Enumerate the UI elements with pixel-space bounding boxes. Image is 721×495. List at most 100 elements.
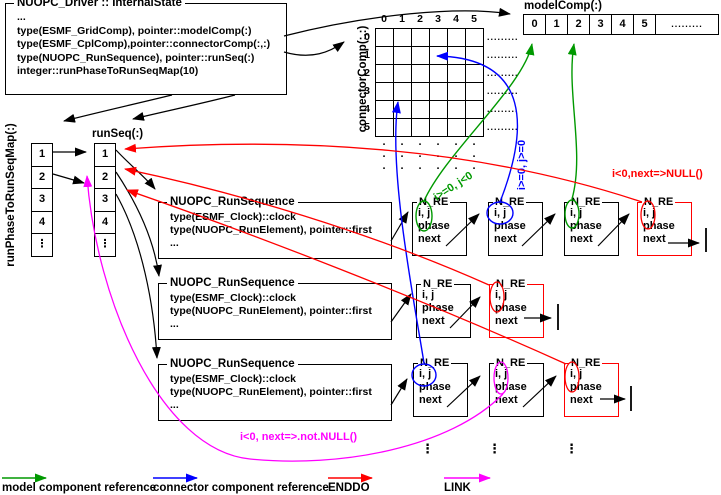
grid-continuation-dots: ...... — [375, 149, 483, 162]
nre-box-r3-3-enddo: N_RE i, j phase next — [564, 356, 619, 417]
model-comp-cell: ......... — [671, 19, 703, 29]
grid-col-header: 5 — [471, 13, 477, 25]
nre-ij: i, j — [494, 207, 507, 219]
map-cell: ⋮ — [36, 238, 48, 250]
run-sequence-title: NUOPC_RunSequence — [167, 276, 298, 291]
grid-row-dots: ......... — [487, 104, 519, 114]
grid-continuation-dots: ...... — [375, 136, 483, 150]
grid-row-dots: ......... — [487, 68, 519, 78]
model-comp-label: modelComp(:) — [524, 0, 602, 12]
first-arrow-row1 — [390, 211, 409, 242]
grid-col-header: 2 — [417, 13, 423, 25]
nre-continuation-ellipsis: ⋮ — [488, 441, 501, 456]
run-sequence-box-1: NUOPC_RunSequence type(ESMF_Clock)::cloc… — [158, 195, 392, 259]
run-sequence-box-3: NUOPC_RunSequence type(ESMF_Clock)::cloc… — [158, 357, 392, 421]
grid-dot: . — [418, 160, 422, 172]
run-sequence-line: type(ESMF_Clock)::clock — [170, 211, 297, 223]
nre-box-r1-1: N_RE i, j phase next — [412, 195, 467, 256]
model-comp-array: 0 1 2 3 4 5 ......... — [523, 14, 719, 35]
grid-dot: . — [436, 160, 440, 172]
nre-phase: phase — [418, 220, 450, 232]
grid-dot: . — [382, 136, 386, 148]
legend-connector-reference: connector component reference — [153, 482, 329, 494]
run-sequence-title: NUOPC_RunSequence — [167, 357, 298, 372]
grid-row-dots: ......... — [487, 122, 519, 132]
model-comp-cell: 1 — [546, 15, 568, 34]
driver-box-line: ... — [17, 11, 26, 23]
nre-next: next — [422, 315, 445, 327]
grid-row-header: 0 — [364, 31, 370, 43]
grid-row-header: 5 — [364, 121, 370, 133]
model-comp-cell: 3 — [590, 15, 612, 34]
nre-phase: phase — [570, 220, 602, 232]
nre-phase: phase — [494, 220, 526, 232]
map-cell: 4 — [32, 212, 52, 234]
enddo-arrows — [124, 143, 656, 393]
first-arrow-row3 — [390, 378, 408, 406]
grid-row-header: 4 — [364, 103, 370, 115]
nre-next: next — [418, 233, 441, 245]
run-sequence-line: type(NUOPC_RunElement), pointer::first — [170, 305, 372, 317]
nre-phase: phase — [422, 302, 454, 314]
legend-model-reference: model component reference — [2, 482, 157, 494]
nre-phase: phase — [495, 381, 527, 393]
run-sequence-line: type(NUOPC_RunElement), pointer::first — [170, 386, 372, 398]
model-comp-cell: 4 — [612, 15, 634, 34]
driver-box-title: NUOPC_Driver :: InternalState — [14, 0, 185, 11]
grid-row-header: 3 — [364, 85, 370, 97]
nre-continuation-ellipsis: ⋮ — [565, 441, 578, 456]
grid-col-header: 1 — [399, 13, 405, 25]
nre-box-r2-2-enddo: N_RE i, j phase next — [489, 277, 544, 338]
grid-col-header: 4 — [453, 13, 459, 25]
nre-ij: i, j — [570, 368, 583, 380]
map-cell: 1 — [32, 144, 52, 167]
grid-row-dots: ......... — [487, 50, 519, 60]
run-sequence-line: ... — [170, 237, 179, 249]
nre-next: next — [495, 394, 518, 406]
nre-box-r1-3: N_RE i, j phase next — [564, 195, 619, 256]
run-sequence-title: NUOPC_RunSequence — [167, 195, 298, 210]
first-arrow-row2 — [390, 293, 412, 323]
run-seq-cell: 1 — [95, 144, 115, 167]
nre-box-r1-4-enddo: N_RE i, j phase next — [637, 195, 692, 256]
run-phase-map-array: 1 2 3 4 ⋮ — [31, 143, 53, 257]
nre-ij: i, j — [643, 207, 656, 219]
pointer-arrow-connectorcomp — [283, 41, 345, 56]
driver-box-line: type(ESMF_GridComp), pointer::modelComp(… — [17, 24, 252, 37]
grid-row-dots: ......... — [487, 86, 519, 96]
nre-ij: i, j — [495, 368, 508, 380]
grid-dot: . — [454, 160, 458, 172]
nre-phase: phase — [643, 220, 675, 232]
legend-enddo: ENDDO — [328, 482, 370, 494]
grid-col-header: 0 — [381, 13, 387, 25]
annotation-enddo-condition: i<0,next=>NULL() — [612, 168, 703, 180]
nre-box-r3-1: N_RE i, j phase next — [413, 356, 468, 417]
run-seq-cell: 2 — [95, 167, 115, 189]
nre-next: next — [570, 394, 593, 406]
model-comp-cell: 2 — [568, 15, 590, 34]
runseq1-to-box1-arrow — [115, 149, 156, 190]
map-cell: 2 — [32, 167, 52, 189]
model-ref-arrow-2 — [567, 43, 578, 200]
annotation-connector-ref-condition: i>=0, j>=0 — [516, 139, 528, 191]
run-sequence-line: type(ESMF_Clock)::clock — [170, 373, 297, 385]
nre-ij: i, j — [495, 289, 508, 301]
annotation-link-condition: i<0, next=>.not.NULL() — [240, 431, 358, 443]
driver-box-line: integer::runPhaseToRunSeqMap(10) — [17, 65, 199, 77]
runseq2-to-box2-arrow — [115, 171, 162, 277]
run-seq-array: 1 2 3 4 ⋮ — [94, 143, 116, 257]
run-phase-map-label: runPhaseToRunSeqMap(:) — [5, 123, 17, 267]
nre-continuation-ellipsis: ⋮ — [421, 441, 434, 456]
nre-next: next — [494, 233, 517, 245]
grid-dot: . — [400, 160, 404, 172]
connector-comp-grid — [375, 28, 484, 137]
nre-box-r3-2: N_RE i, j phase next — [489, 356, 544, 417]
grid-dot: . — [382, 160, 386, 172]
runseq3-to-box3-arrow — [115, 193, 161, 359]
run-sequence-line: ... — [170, 399, 179, 411]
nre-phase: phase — [570, 381, 602, 393]
driver-box-lines: ... type(ESMF_GridComp), pointer::modelC… — [17, 11, 270, 79]
run-seq-cell: 4 — [95, 212, 115, 234]
run-seq-cell: ⋮ — [99, 238, 111, 250]
pointer-arrow-map-array — [63, 94, 173, 123]
